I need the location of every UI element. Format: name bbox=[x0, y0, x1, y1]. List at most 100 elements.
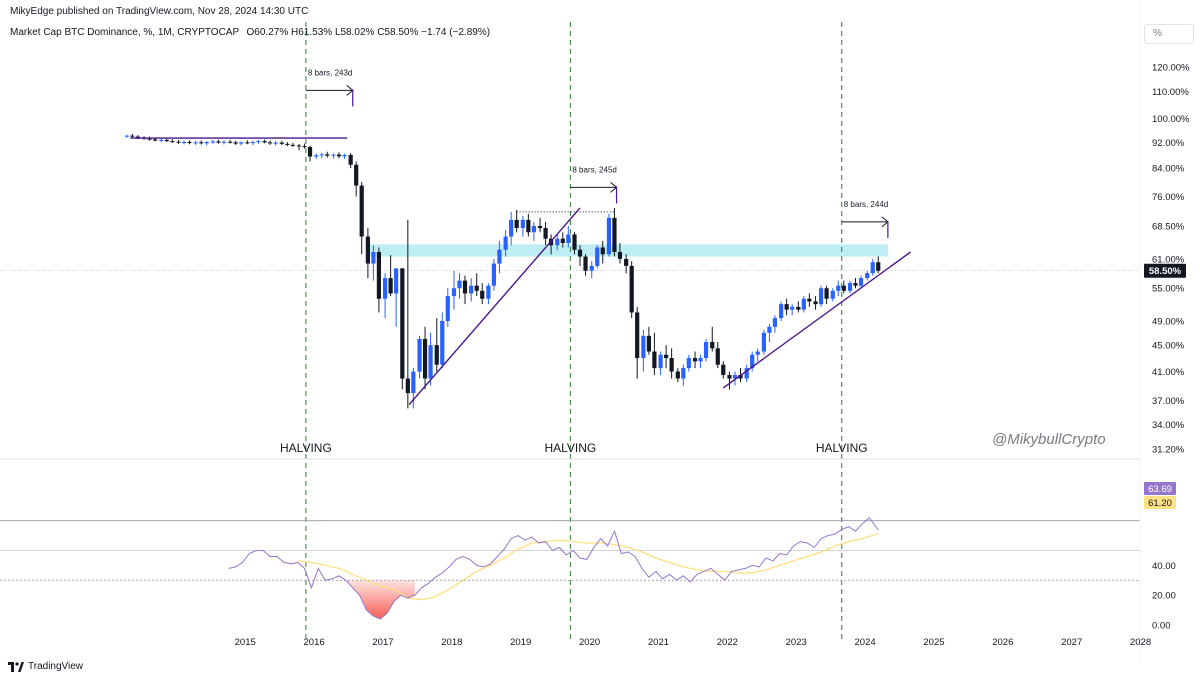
candle-body bbox=[331, 154, 336, 156]
rsi-oversold-fill bbox=[345, 580, 415, 620]
candle-body bbox=[761, 332, 767, 352]
candle bbox=[692, 351, 698, 369]
trendline bbox=[722, 251, 912, 389]
price-tick-label: 61.00% bbox=[1152, 254, 1185, 265]
candle bbox=[509, 211, 514, 246]
footer-brand[interactable]: TradingView bbox=[8, 661, 83, 672]
candle-body bbox=[675, 371, 680, 379]
candle bbox=[319, 153, 324, 159]
candle bbox=[589, 261, 594, 279]
candle-body bbox=[451, 288, 457, 297]
rsi-ma-line bbox=[297, 533, 879, 601]
tradingview-logo-icon bbox=[8, 661, 24, 672]
time-tick-label: 2023 bbox=[786, 637, 807, 648]
candle-body bbox=[669, 358, 674, 372]
candle-body bbox=[818, 288, 824, 305]
candle bbox=[371, 245, 376, 281]
candle bbox=[411, 368, 416, 409]
candle bbox=[491, 258, 497, 291]
price-tick-label: 68.50% bbox=[1152, 221, 1185, 232]
candle-body bbox=[664, 354, 669, 359]
candle-body bbox=[262, 141, 267, 143]
candle bbox=[658, 351, 663, 376]
watermark-text: @MikybullCrypto bbox=[992, 431, 1106, 448]
candle-body bbox=[302, 146, 307, 148]
candle bbox=[841, 280, 846, 294]
candle-body bbox=[348, 154, 353, 165]
percent-scale-button[interactable]: % bbox=[1144, 24, 1194, 44]
candle-body bbox=[325, 154, 330, 156]
candle bbox=[159, 138, 164, 143]
candle bbox=[617, 243, 623, 264]
candle bbox=[422, 326, 428, 390]
candle bbox=[566, 225, 571, 248]
candle-body bbox=[692, 358, 698, 362]
candle bbox=[583, 254, 588, 276]
candle-body bbox=[279, 142, 284, 144]
candle bbox=[755, 348, 760, 362]
candle bbox=[813, 296, 818, 310]
candle bbox=[715, 342, 720, 369]
candle bbox=[199, 140, 204, 145]
candle-body bbox=[698, 358, 703, 362]
candle bbox=[818, 285, 824, 307]
rsi-tick-label: 40.00 bbox=[1152, 561, 1176, 572]
candle bbox=[204, 141, 209, 146]
candle-body bbox=[359, 185, 364, 237]
candle-body bbox=[577, 249, 583, 257]
candle bbox=[681, 364, 686, 386]
price-tick-label: 120.00% bbox=[1152, 63, 1190, 74]
candle-body bbox=[221, 141, 227, 143]
candle-body bbox=[135, 136, 140, 138]
candle bbox=[314, 153, 319, 159]
candle bbox=[462, 275, 468, 305]
candle-body bbox=[721, 364, 726, 376]
candle bbox=[686, 354, 691, 372]
candle bbox=[710, 326, 715, 352]
candle bbox=[325, 151, 330, 158]
candle-body bbox=[767, 326, 772, 333]
axes: 120.00% 110.00% 100.00% 92.00% 84.00% 76.00% 6… bbox=[0, 0, 1190, 660]
candle-body bbox=[865, 273, 870, 279]
candle-body bbox=[376, 251, 382, 299]
candle-body bbox=[658, 354, 663, 369]
candle-body bbox=[290, 144, 295, 146]
candle bbox=[721, 361, 726, 379]
candle bbox=[572, 232, 577, 255]
bars-measure: 8 bars, 245d bbox=[570, 165, 618, 204]
legend-change: −1.74 (−2.89%) bbox=[421, 27, 491, 38]
price-tick-label: 92.00% bbox=[1152, 138, 1185, 149]
candle bbox=[641, 329, 646, 372]
candle-body bbox=[606, 217, 612, 255]
candle bbox=[221, 140, 227, 145]
candle-body bbox=[703, 342, 709, 359]
candle-body bbox=[170, 141, 175, 143]
candle-body bbox=[405, 378, 410, 394]
price-tick-label: 41.00% bbox=[1152, 367, 1185, 378]
resistance-zone bbox=[366, 244, 888, 257]
candle bbox=[635, 306, 640, 379]
candle-body bbox=[193, 142, 198, 144]
candle bbox=[703, 338, 709, 362]
time-tick-label: 2020 bbox=[579, 637, 600, 648]
candle-body bbox=[417, 338, 422, 372]
candle bbox=[750, 351, 755, 372]
candle bbox=[445, 288, 450, 327]
candle bbox=[560, 232, 565, 248]
candle-body bbox=[469, 285, 474, 294]
candle-body bbox=[520, 219, 525, 229]
candle bbox=[193, 140, 198, 145]
candle-body bbox=[686, 358, 691, 369]
candle-body bbox=[801, 298, 806, 310]
candle bbox=[858, 275, 864, 289]
candle-body bbox=[204, 142, 209, 144]
candle-body bbox=[796, 306, 801, 310]
candle bbox=[669, 348, 674, 379]
candle bbox=[503, 230, 508, 257]
candle bbox=[664, 345, 669, 369]
candle-body bbox=[400, 268, 405, 379]
time-tick-label: 2017 bbox=[372, 637, 393, 648]
candle-body bbox=[486, 285, 491, 299]
candle bbox=[600, 240, 605, 264]
